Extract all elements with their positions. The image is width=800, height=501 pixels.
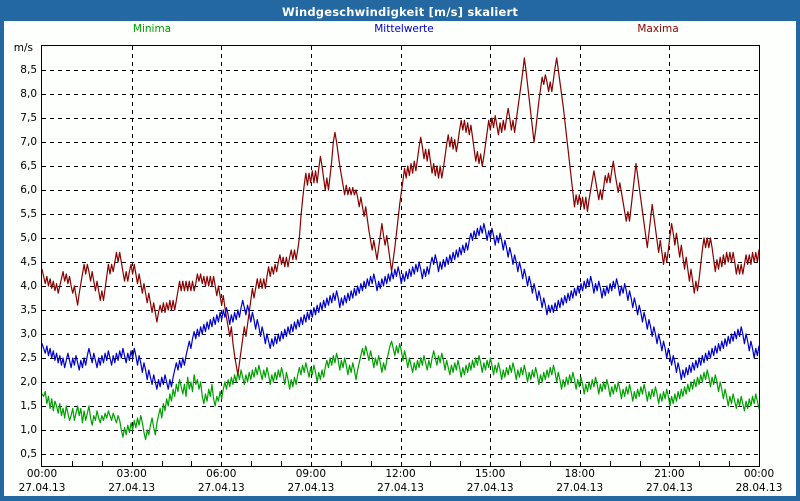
x-tick-label: 21:00 27.04.13 [646,467,693,495]
x-tick-label: 12:00 27.04.13 [377,467,424,495]
x-tick-time: 00:00 [743,468,775,480]
y-tick-label: 1,5 [20,400,37,412]
series-line-maxima [42,57,759,376]
chart-canvas [42,46,759,466]
x-tick-label: 00:00 28.04.13 [736,467,783,495]
x-tick-date: 27.04.13 [556,482,604,494]
y-axis-unit-label: m/s [13,42,33,54]
x-tick-label: 15:00 27.04.13 [467,467,514,495]
x-tick-time: 18:00 [564,468,595,480]
window-title-bar: Windgeschwindigkeit [m/s] skaliert [4,4,796,21]
y-tick-label: 7,5 [20,112,37,124]
y-tick-label: 3,5 [20,304,37,316]
y-tick-label: 8,0 [20,88,37,100]
x-tick-label: 00:00 27.04.13 [19,467,66,495]
series-line-mittelwerte [42,223,759,390]
x-tick-time: 03:00 [116,468,147,480]
y-tick-label: 8,5 [20,64,37,76]
y-tick-label: 6,0 [20,184,37,196]
x-tick-date: 27.04.13 [108,482,156,494]
gridlines [42,46,759,466]
legend-item-maxima: Maxima [637,23,679,35]
y-tick-label: 2,5 [20,352,37,364]
y-axis: 8,5 8,0 7,5 7,0 6,5 6,0 5,5 5,0 4,5 4,0 3,5 3,0 2,5 2… [4,45,37,467]
legend-item-mittelwerte: Mittelwerte [374,23,434,35]
x-tick-date: 27.04.13 [466,482,514,494]
plot-area [41,45,760,467]
y-tick-label: 7,0 [20,136,37,148]
legend-item-minima: Minima [132,23,172,35]
y-tick-label: 4,0 [20,280,37,292]
y-tick-label: 2,0 [20,376,37,388]
x-tick-time: 12:00 [385,468,416,480]
x-tick-date: 27.04.13 [18,482,66,494]
x-tick-date: 27.04.13 [197,482,245,494]
x-tick-date: 27.04.13 [377,482,424,494]
plot-area-wrapper [41,45,760,467]
x-axis: 00:00 27.04.13 03:00 27.04.13 06:00 27.04.13 0… [19,467,783,501]
series-line-minima [42,340,759,441]
x-tick-time: 15:00 [474,468,506,480]
data-series-layer [42,57,759,441]
y-tick-label: 4,5 [20,256,37,268]
y-tick-label: 6,5 [20,160,37,172]
x-tick-label: 03:00 27.04.13 [108,467,155,495]
y-tick-label: 0,5 [20,448,37,460]
y-tick-label: 1,0 [20,424,37,436]
x-tick-label: 18:00 27.04.13 [556,467,603,495]
x-tick-date: 27.04.13 [645,482,693,494]
x-tick-date: 28.04.13 [735,482,783,494]
x-tick-time: 00:00 [26,468,58,480]
x-tick-time: 09:00 [295,468,327,480]
x-tick-date: 27.04.13 [287,482,335,494]
y-tick-label: 5,0 [20,232,37,244]
x-tick-label: 09:00 27.04.13 [287,467,334,495]
x-tick-time: 21:00 [654,468,685,480]
x-tick-time: 06:00 [206,468,237,480]
y-tick-label: 5,5 [20,208,37,220]
page-title: Windgeschwindigkeit [m/s] skaliert [281,5,519,19]
y-tick-label: 3,0 [20,328,37,340]
x-tick-label: 06:00 27.04.13 [198,467,245,495]
chart-legend: Minima Mittelwerte Maxima [4,23,796,39]
